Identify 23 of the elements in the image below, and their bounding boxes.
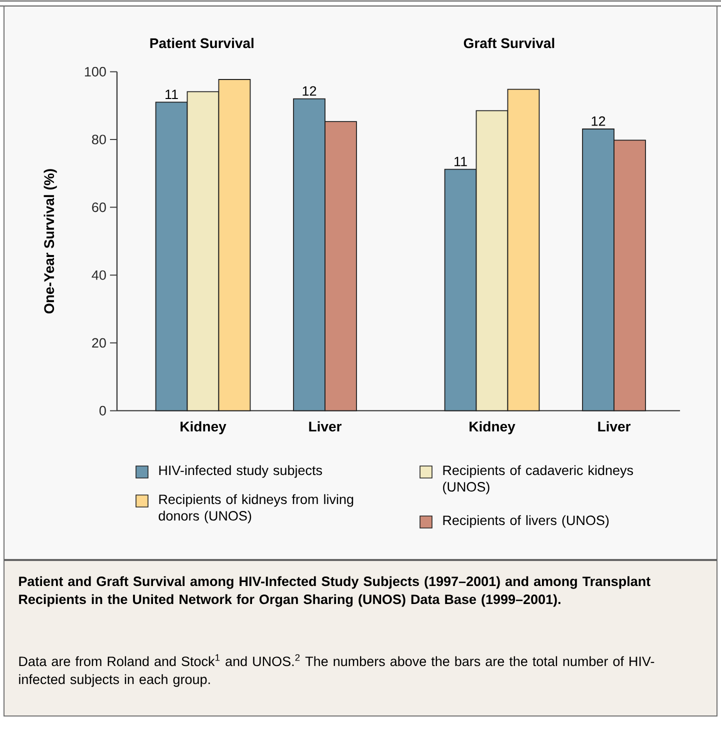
text: Data are from Roland and Stock$^{1}$ and UNOS.$^{2}$ The numbers above the bars are the total number of HIV-infected subjects in each group. <box>19 654 654 687</box>
legend-label: HIV-infected study subjects <box>159 465 322 478</box>
x-tick-label: Kidney <box>470 421 516 434</box>
text: Patient and Graft Survival among HIV-Infected Study Subjects (1997–2001) and among Transplant Recipients in the United Network for Organ Sharing (UNOS) Data Base (1999–2001). <box>19 576 650 607</box>
y-tick-label: 60 <box>92 202 106 212</box>
y-axis-title: One-Year Survival (%) <box>44 169 57 314</box>
x-tick-label: Kidney <box>180 421 226 434</box>
x-tick-label: Liver <box>309 421 342 432</box>
chart-title: Patient Survival <box>150 38 254 48</box>
legend-label: Recipients of livers (UNOS) <box>443 515 609 528</box>
annotation: 11 <box>166 90 178 100</box>
legend-label: Recipients of kidneys from living donors (UNOS) <box>158 494 354 524</box>
chart-title: Graft Survival <box>464 38 554 48</box>
y-tick-label: 80 <box>92 134 106 144</box>
y-tick-label: 40 <box>92 270 106 280</box>
annotation: 12 <box>592 116 606 126</box>
y-tick-label: 100 <box>84 66 106 76</box>
y-tick-label: 0 <box>99 406 106 416</box>
annotation: 12 <box>302 86 316 96</box>
y-tick-label: 20 <box>92 338 106 348</box>
annotation: 11 <box>454 156 467 166</box>
x-tick-label: Liver <box>598 421 631 432</box>
legend-label: Recipients of cadaveric kidneys (UNOS) <box>443 465 634 494</box>
